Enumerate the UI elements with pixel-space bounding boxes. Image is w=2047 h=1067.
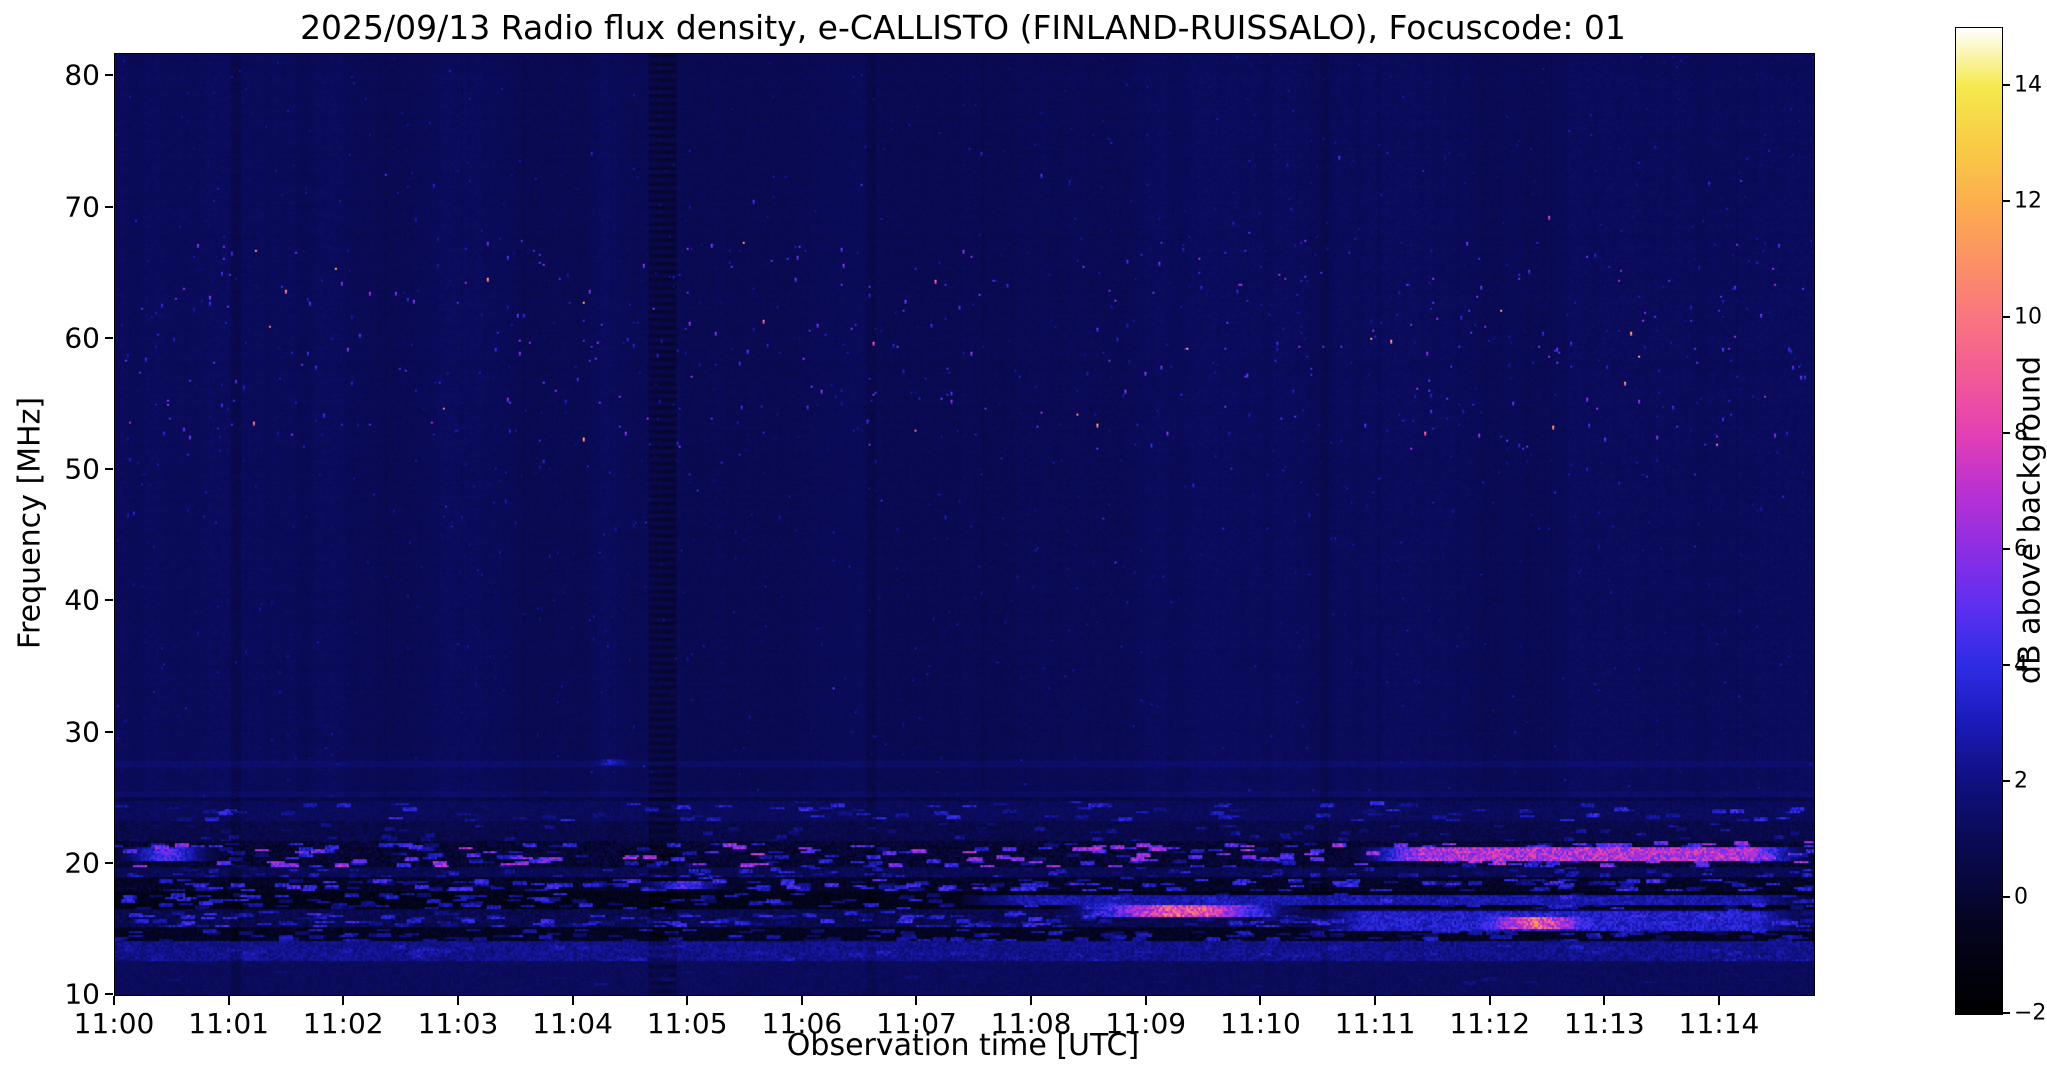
colorbar-tick-mark xyxy=(2003,548,2010,550)
x-tick-mark xyxy=(1717,996,1720,1005)
x-tick-label: 11:09 xyxy=(1105,1007,1187,1040)
x-tick-label: 11:06 xyxy=(761,1007,843,1040)
y-tick-mark xyxy=(105,730,113,733)
y-tick-mark xyxy=(105,861,113,864)
x-tick-label: 11:08 xyxy=(990,1007,1072,1040)
y-tick-label: 80 xyxy=(64,58,100,92)
x-tick-mark xyxy=(113,996,115,1005)
y-tick-label: 20 xyxy=(64,846,100,880)
y-tick-mark xyxy=(105,599,113,602)
x-tick-mark xyxy=(456,996,459,1005)
colorbar-tick-label: 8 xyxy=(2014,420,2028,446)
y-tick-mark xyxy=(105,205,113,208)
colorbar-tick-label: 4 xyxy=(2014,652,2028,678)
colorbar-tick-mark xyxy=(2003,780,2010,782)
colorbar-tick-label: 14 xyxy=(2014,72,2042,98)
y-tick-mark xyxy=(105,74,113,77)
colorbar-tick-label: 0 xyxy=(2014,884,2028,910)
y-tick-mark xyxy=(105,993,113,995)
x-tick-label: 11:00 xyxy=(73,1007,155,1040)
x-tick-label: 11:04 xyxy=(532,1007,613,1040)
plot-area xyxy=(114,53,1815,996)
x-tick-mark xyxy=(227,996,230,1005)
colorbar-tick-label: 6 xyxy=(2014,536,2028,562)
x-tick-label: 11:12 xyxy=(1449,1007,1531,1040)
y-tick-label: 30 xyxy=(64,715,100,749)
y-tick-label: 40 xyxy=(64,583,100,617)
x-tick-label: 11:02 xyxy=(302,1007,384,1040)
colorbar-tick-mark xyxy=(2003,316,2010,318)
y-tick-label: 70 xyxy=(64,190,100,224)
y-tick-label: 50 xyxy=(64,452,100,486)
colorbar-tick-label: 10 xyxy=(2014,304,2042,330)
colorbar-tick-mark xyxy=(2003,84,2010,86)
x-tick-mark xyxy=(1144,996,1147,1005)
colorbar-label: dB above background xyxy=(2012,355,2047,685)
colorbar xyxy=(1955,27,2003,1015)
x-tick-mark xyxy=(1488,996,1491,1005)
chart-title: 2025/09/13 Radio flux density, e-CALLIST… xyxy=(300,8,1626,47)
x-tick-mark xyxy=(1374,996,1377,1005)
colorbar-tick-mark xyxy=(2003,200,2010,202)
y-tick-label: 60 xyxy=(64,321,100,355)
x-tick-mark xyxy=(342,996,345,1005)
colorbar-tick-label: −2 xyxy=(2014,1000,2047,1026)
x-tick-label: 11:13 xyxy=(1563,1007,1645,1040)
x-tick-mark xyxy=(571,996,574,1005)
x-tick-mark xyxy=(686,996,689,1005)
colorbar-tick-label: 12 xyxy=(2014,188,2042,214)
y-tick-mark xyxy=(105,468,113,471)
colorbar-tick-mark xyxy=(2003,664,2010,666)
colorbar-tick-label: 2 xyxy=(2014,768,2028,794)
colorbar-tick-mark xyxy=(2003,896,2010,898)
x-axis-label: Observation time [UTC] xyxy=(786,1028,1140,1063)
x-tick-mark xyxy=(800,996,803,1005)
colorbar-tick-mark xyxy=(2003,432,2010,434)
colorbar-tick-mark xyxy=(2003,1012,2010,1014)
x-tick-mark xyxy=(1030,996,1033,1005)
x-tick-mark xyxy=(915,996,918,1005)
x-tick-label: 11:14 xyxy=(1678,1007,1760,1040)
x-tick-label: 11:10 xyxy=(1220,1007,1301,1040)
x-tick-mark xyxy=(1259,996,1262,1005)
x-tick-label: 11:03 xyxy=(417,1007,499,1040)
x-tick-label: 11:07 xyxy=(876,1007,957,1040)
x-tick-label: 11:05 xyxy=(646,1007,728,1040)
x-tick-label: 11:11 xyxy=(1334,1007,1416,1040)
y-tick-mark xyxy=(105,336,113,339)
y-tick-label: 10 xyxy=(64,977,100,1011)
x-tick-mark xyxy=(1603,996,1606,1005)
spectrogram-canvas xyxy=(115,54,1814,995)
x-tick-label: 11:01 xyxy=(188,1007,269,1040)
